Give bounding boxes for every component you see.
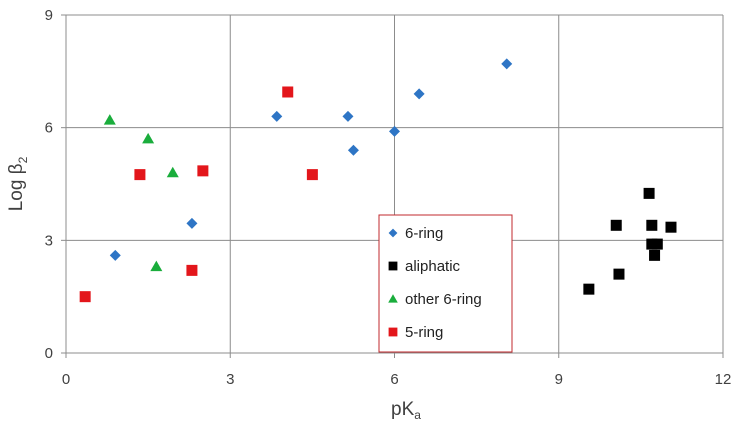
point-aliphatic (643, 187, 655, 199)
point-aliphatic (613, 268, 625, 280)
x-tick-label: 3 (226, 371, 234, 388)
y-axis-ticks: 0 3 6 9 (45, 7, 53, 362)
point-aliphatic (651, 238, 663, 250)
legend-marker-5-ring (388, 327, 398, 337)
legend-label-6-ring: 6-ring (405, 225, 443, 242)
point-5-ring (79, 291, 91, 303)
data-points (79, 58, 677, 303)
y-tick-label: 0 (45, 345, 53, 362)
point-6-ring (413, 88, 425, 100)
y-axis-title: Log β2 (6, 156, 30, 211)
point-other-6-ring (150, 260, 163, 272)
legend-label-aliphatic: aliphatic (405, 258, 461, 275)
point-6-ring (186, 217, 198, 229)
x-axis-title: pKa (391, 399, 421, 422)
legend-marker-6-ring (388, 228, 398, 238)
legend-label-5-ring: 5-ring (405, 324, 443, 341)
x-tick-label: 0 (62, 371, 70, 388)
point-6-ring (389, 125, 400, 137)
point-6-ring (271, 110, 283, 122)
point-5-ring (306, 169, 318, 181)
point-aliphatic (583, 283, 595, 295)
point-aliphatic (610, 219, 622, 231)
point-other-6-ring (166, 166, 179, 178)
legend-marker-other-6-ring (388, 294, 398, 303)
x-tick-label: 6 (390, 371, 398, 388)
point-other-6-ring (142, 132, 155, 144)
point-other-6-ring (103, 114, 116, 125)
point-5-ring (186, 264, 198, 276)
legend: 6-ring aliphatic other 6-ring 5-ring (378, 214, 513, 353)
point-5-ring (282, 86, 294, 98)
y-tick-label: 9 (45, 7, 53, 24)
point-6-ring (501, 58, 513, 70)
point-5-ring (197, 165, 209, 177)
legend-label-other-6-ring: other 6-ring (405, 291, 482, 308)
legend-items: 6-ring aliphatic other 6-ring 5-ring (388, 225, 482, 341)
point-6-ring (342, 110, 354, 122)
point-aliphatic (646, 219, 658, 231)
point-6-ring (109, 249, 121, 261)
legend-marker-aliphatic (388, 261, 398, 271)
point-5-ring (134, 169, 146, 181)
point-6-ring (347, 144, 359, 156)
x-axis-ticks: 0 3 6 9 12 (62, 371, 732, 388)
y-tick-label: 3 (45, 232, 53, 249)
point-aliphatic (665, 221, 677, 233)
legend-box (378, 214, 513, 353)
y-tick-label: 6 (45, 120, 53, 137)
x-tick-label: 9 (555, 371, 563, 388)
x-tick-label: 12 (715, 371, 732, 388)
point-aliphatic (649, 249, 661, 261)
